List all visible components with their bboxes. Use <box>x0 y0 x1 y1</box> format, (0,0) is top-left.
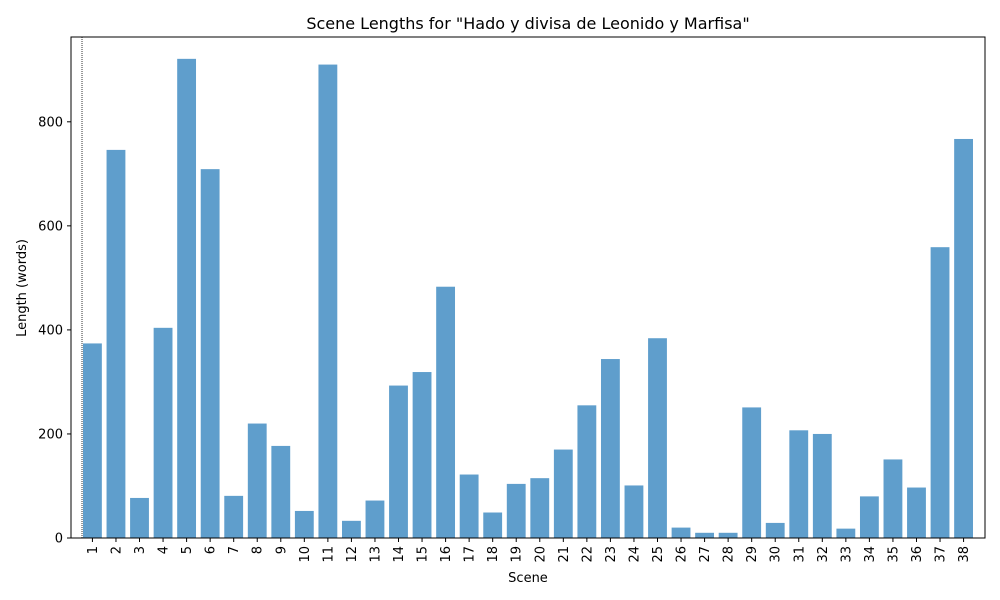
bar-scene-1 <box>83 343 102 538</box>
x-tick-label-scene-23: 23 <box>604 546 619 563</box>
bar-scene-37 <box>930 247 950 539</box>
x-tick-label-scene-32: 32 <box>816 546 831 563</box>
bar-scene-30 <box>765 522 785 538</box>
plot-frame <box>70 36 986 539</box>
bar-scene-21 <box>553 449 573 538</box>
x-tick-label-scene-20: 20 <box>533 546 548 563</box>
bar-scene-13 <box>365 500 385 538</box>
x-tick-label-scene-28: 28 <box>722 546 737 563</box>
x-tick-label-scene-24: 24 <box>627 546 642 563</box>
bar-scene-23 <box>600 359 620 538</box>
bar-scene-9 <box>271 445 291 538</box>
x-tick-label-scene-30: 30 <box>769 546 784 563</box>
x-tick-label-scene-9: 9 <box>274 546 289 554</box>
bar-scene-4 <box>153 327 173 538</box>
bar-scene-36 <box>907 487 926 538</box>
x-tick-label-scene-19: 19 <box>510 546 525 563</box>
y-tick-label: 200 <box>38 427 63 442</box>
x-axis: 1 2 3 4 5 6 7 8 9 10 11 12 13 14 15 16 17 18 19 20 21 22 23 24 2… <box>86 538 972 563</box>
x-tick-label-scene-22: 22 <box>580 546 595 563</box>
x-tick-label-scene-6: 6 <box>204 546 219 554</box>
bar-scene-5 <box>177 58 197 539</box>
bar-scene-24 <box>624 485 644 538</box>
x-tick-label-scene-16: 16 <box>439 546 454 563</box>
x-tick-label-scene-1: 1 <box>86 546 101 554</box>
bar-scene-33 <box>836 528 856 538</box>
x-tick-label-scene-2: 2 <box>109 546 124 554</box>
y-tick-label: 600 <box>38 219 63 234</box>
bar-scene-28 <box>718 532 738 538</box>
x-tick-label-scene-5: 5 <box>180 546 195 554</box>
x-tick-label-scene-26: 26 <box>675 546 690 563</box>
y-tick-label: 0 <box>55 532 63 547</box>
x-tick-label-scene-17: 17 <box>463 546 478 563</box>
x-tick-label-scene-21: 21 <box>557 546 572 563</box>
bar-scene-27 <box>695 532 715 538</box>
bar-scene-26 <box>671 527 691 538</box>
x-tick-label-scene-14: 14 <box>392 546 407 563</box>
bar-scene-6 <box>200 169 220 538</box>
bar-scene-32 <box>812 433 832 538</box>
x-tick-label-scene-38: 38 <box>957 546 972 563</box>
x-tick-label-scene-10: 10 <box>298 546 313 563</box>
bar-scene-14 <box>389 385 408 538</box>
x-tick-label-scene-33: 33 <box>839 546 854 563</box>
bars-group <box>83 58 973 539</box>
x-tick-label-scene-4: 4 <box>157 546 172 554</box>
y-tick-label: 400 <box>38 323 63 338</box>
bar-scene-19 <box>506 483 526 538</box>
bar-scene-34 <box>859 496 879 538</box>
x-tick-label-scene-3: 3 <box>133 546 148 554</box>
x-tick-label-scene-31: 31 <box>792 546 807 563</box>
x-tick-label-scene-8: 8 <box>251 546 266 554</box>
x-tick-label-scene-35: 35 <box>886 546 901 563</box>
bar-scene-10 <box>294 510 314 538</box>
x-tick-label-scene-18: 18 <box>486 546 501 563</box>
x-tick-label-scene-11: 11 <box>321 546 336 563</box>
bar-scene-38 <box>954 138 973 538</box>
y-axis-label: Length (words) <box>15 239 30 337</box>
bar-scene-29 <box>742 407 762 538</box>
bar-scene-2 <box>106 149 126 538</box>
x-tick-label-scene-27: 27 <box>698 546 713 563</box>
x-axis-label: Scene <box>508 571 548 586</box>
x-tick-label-scene-34: 34 <box>863 546 878 563</box>
bar-scene-8 <box>247 423 267 538</box>
bar-scene-16 <box>436 286 456 538</box>
x-tick-label-scene-13: 13 <box>368 546 383 563</box>
bar-scene-15 <box>412 372 432 538</box>
y-tick-label: 800 <box>38 115 63 130</box>
x-tick-label-scene-36: 36 <box>910 546 925 563</box>
bar-scene-25 <box>648 338 667 538</box>
bar-scene-22 <box>577 405 597 538</box>
x-tick-label-scene-25: 25 <box>651 546 666 563</box>
bar-scene-20 <box>530 478 550 538</box>
x-tick-label-scene-15: 15 <box>416 546 431 563</box>
bar-scene-11 <box>318 64 338 538</box>
x-tick-label-scene-29: 29 <box>745 546 760 563</box>
bar-scene-17 <box>459 474 479 538</box>
bar-scene-18 <box>483 512 503 538</box>
x-tick-label-scene-37: 37 <box>934 546 949 563</box>
bar-scene-3 <box>130 497 149 538</box>
x-tick-label-scene-7: 7 <box>227 546 242 554</box>
bar-scene-35 <box>883 459 903 538</box>
bar-scene-31 <box>789 430 809 538</box>
x-tick-label-scene-12: 12 <box>345 546 360 563</box>
bar-scene-7 <box>224 495 244 538</box>
y-axis: 0 200 400 600 800 <box>38 115 71 547</box>
bar-scene-12 <box>341 520 361 538</box>
chart-title: Scene Lengths for "Hado y divisa de Leon… <box>306 14 749 33</box>
